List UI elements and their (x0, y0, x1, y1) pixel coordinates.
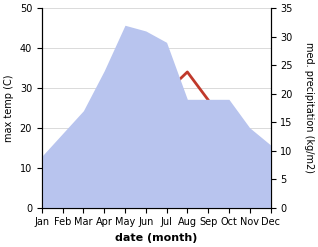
Y-axis label: med. precipitation (kg/m2): med. precipitation (kg/m2) (304, 42, 314, 173)
Y-axis label: max temp (C): max temp (C) (4, 74, 14, 142)
X-axis label: date (month): date (month) (115, 233, 197, 243)
